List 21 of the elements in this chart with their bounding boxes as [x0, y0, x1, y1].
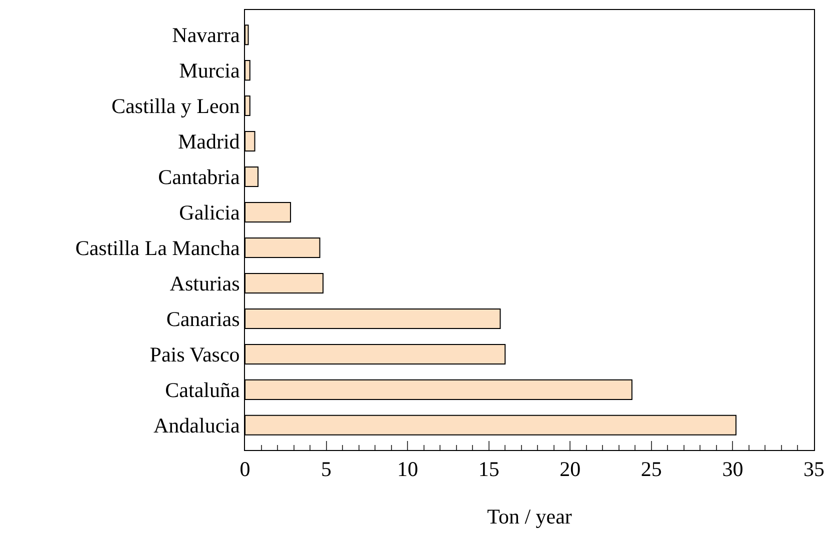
y-tick-label: Pais Vasco: [150, 342, 240, 367]
y-tick-label: Castilla La Mancha: [75, 236, 240, 260]
x-tick-label: 35: [804, 457, 824, 482]
x-tick-label: 10: [397, 457, 418, 482]
y-tick-label: Galicia: [179, 200, 240, 225]
x-tick-label: 15: [478, 457, 500, 482]
x-tick-label: 20: [560, 457, 581, 482]
x-tick-label: 30: [722, 457, 744, 482]
y-tick-label: Canarias: [166, 307, 240, 332]
x-tick-label: 25: [640, 457, 662, 482]
y-tick-label: Cantabria: [158, 165, 240, 190]
x-tick-label: 5: [321, 457, 332, 482]
y-tick-label: Madrid: [178, 130, 240, 154]
y-tick-label: Murcia: [179, 58, 240, 83]
x-tick-label: 0: [240, 457, 250, 482]
y-tick-label: Castilla y Leon: [111, 94, 240, 118]
x-axis-title: Ton / year: [487, 504, 572, 528]
y-tick-label: Asturias: [170, 272, 240, 296]
y-tick-label: Cataluña: [165, 378, 240, 402]
y-tick-label: Navarra: [172, 23, 240, 48]
y-tick-label: Andalucia: [154, 414, 240, 438]
